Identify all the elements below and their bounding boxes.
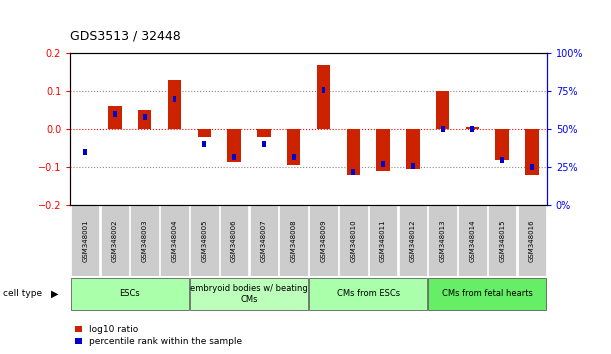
Text: GSM348011: GSM348011 — [380, 219, 386, 262]
Bar — [316, 64, 330, 129]
Text: GSM348014: GSM348014 — [469, 219, 475, 262]
Bar — [518, 205, 546, 276]
Bar — [488, 205, 516, 276]
Bar — [227, 129, 241, 161]
Bar — [71, 205, 100, 276]
Bar — [83, 149, 87, 155]
Text: ESCs: ESCs — [120, 289, 140, 298]
Text: GSM348013: GSM348013 — [439, 219, 445, 262]
Text: CMs from fetal hearts: CMs from fetal hearts — [442, 289, 533, 298]
Bar — [190, 278, 308, 310]
Text: GSM348005: GSM348005 — [201, 219, 207, 262]
Bar — [291, 154, 296, 160]
Text: GSM348010: GSM348010 — [350, 219, 356, 262]
Bar — [190, 205, 219, 276]
Bar — [130, 205, 159, 276]
Bar — [470, 126, 474, 132]
Legend: log10 ratio, percentile rank within the sample: log10 ratio, percentile rank within the … — [75, 325, 243, 346]
Bar — [257, 129, 271, 137]
Bar — [496, 129, 509, 160]
Bar — [168, 80, 181, 129]
Bar — [108, 106, 122, 129]
Text: GDS3513 / 32448: GDS3513 / 32448 — [70, 29, 181, 42]
Bar — [339, 205, 368, 276]
Text: GSM348003: GSM348003 — [142, 219, 148, 262]
Text: GSM348012: GSM348012 — [410, 219, 416, 262]
Bar — [530, 164, 534, 170]
Bar — [346, 129, 360, 175]
Bar — [249, 205, 278, 276]
Bar — [466, 127, 479, 129]
Text: CMs from ESCs: CMs from ESCs — [337, 289, 400, 298]
Bar — [101, 205, 130, 276]
Text: GSM348008: GSM348008 — [291, 219, 297, 262]
Text: GSM348004: GSM348004 — [172, 219, 178, 262]
Bar — [428, 278, 546, 310]
Bar — [309, 205, 338, 276]
Text: GSM348007: GSM348007 — [261, 219, 267, 262]
Text: GSM348009: GSM348009 — [320, 219, 326, 262]
Bar — [232, 154, 236, 160]
Bar — [428, 205, 457, 276]
Bar — [321, 87, 326, 93]
Bar — [113, 111, 117, 117]
Bar — [368, 205, 397, 276]
Text: embryoid bodies w/ beating
CMs: embryoid bodies w/ beating CMs — [190, 284, 308, 303]
Bar — [143, 114, 147, 120]
Bar — [411, 163, 415, 169]
Bar — [436, 91, 449, 129]
Bar — [398, 205, 427, 276]
Bar — [138, 110, 152, 129]
Text: GSM348016: GSM348016 — [529, 219, 535, 262]
Bar — [202, 141, 207, 148]
Bar — [220, 205, 249, 276]
Bar — [458, 205, 487, 276]
Text: cell type: cell type — [3, 289, 42, 298]
Bar — [500, 156, 504, 163]
Bar — [287, 129, 301, 165]
Bar — [197, 129, 211, 137]
Bar — [381, 161, 385, 167]
Text: GSM348002: GSM348002 — [112, 219, 118, 262]
Bar — [160, 205, 189, 276]
Bar — [71, 278, 189, 310]
Bar — [279, 205, 308, 276]
Bar — [376, 129, 390, 171]
Text: GSM348015: GSM348015 — [499, 219, 505, 262]
Text: GSM348006: GSM348006 — [231, 219, 237, 262]
Bar — [172, 96, 177, 102]
Text: GSM348001: GSM348001 — [82, 219, 88, 262]
Bar — [441, 126, 445, 132]
Bar — [262, 141, 266, 148]
Bar — [309, 278, 427, 310]
Bar — [525, 129, 539, 175]
Bar — [351, 169, 355, 175]
Text: ▶: ▶ — [51, 289, 58, 299]
Bar — [406, 129, 420, 169]
